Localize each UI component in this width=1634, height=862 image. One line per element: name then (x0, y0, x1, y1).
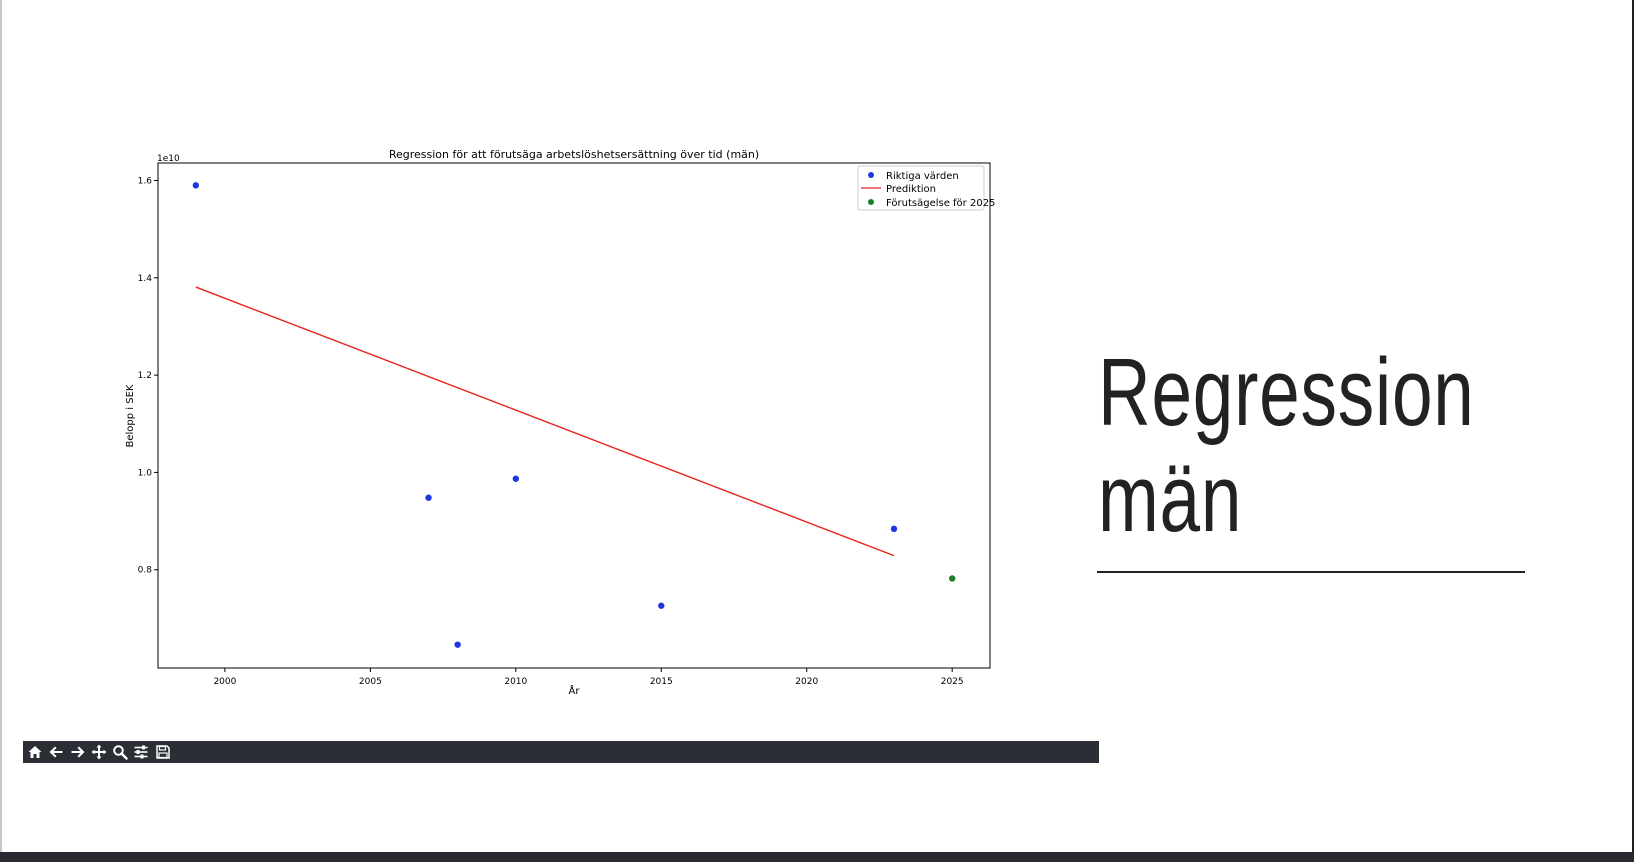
y-tick-label: 1.2 (138, 371, 152, 381)
pan-button[interactable] (89, 742, 109, 762)
y-offset-label: 1e10 (157, 154, 180, 164)
x-tick-label: 2010 (504, 677, 527, 687)
y-tick-label: 1.4 (138, 274, 153, 284)
y-axis-label: Belopp i SEK (125, 384, 136, 447)
save-floppy-icon (156, 745, 170, 759)
plot-area (157, 162, 991, 669)
y-tick-label: 1.0 (138, 468, 153, 478)
legend-label-forecast: Förutsägelse för 2025 (886, 198, 995, 209)
legend: Riktiga värden Prediktion Förutsägelse f… (857, 165, 995, 211)
legend-label-prediction: Prediktion (886, 184, 936, 195)
x-tick-label: 2020 (795, 677, 818, 687)
x-tick-label: 2025 (941, 677, 964, 687)
back-arrow-icon (49, 746, 63, 758)
legend-box (857, 165, 985, 211)
pan-move-icon (91, 744, 107, 760)
x-tick-label: 2015 (650, 677, 673, 687)
legend-marker-real (868, 172, 874, 178)
x-ticks: 2000 2005 2010 2015 2020 2025 (213, 668, 964, 687)
forward-button[interactable] (68, 742, 88, 762)
forecast-point (948, 575, 956, 582)
save-button[interactable] (153, 742, 173, 762)
x-axis-label: År (569, 684, 581, 697)
slide-title: Regression män (1098, 340, 1493, 552)
taskbar-strip (0, 852, 1634, 862)
data-point (454, 641, 461, 648)
data-point (512, 475, 520, 482)
data-point (658, 602, 665, 609)
prediction-line (195, 286, 895, 557)
back-button[interactable] (46, 742, 66, 762)
y-tick-label: 1.6 (138, 177, 153, 187)
legend-marker-forecast (868, 199, 874, 205)
data-point (890, 525, 898, 533)
configure-subplots-button[interactable] (131, 742, 151, 762)
x-tick-label: 2000 (213, 677, 236, 687)
chart-title: Regression för att förutsäga arbetslöshe… (389, 148, 759, 161)
slide-title-line-1: Regression (1098, 339, 1475, 446)
data-point (425, 494, 432, 501)
x-tick-label: 2005 (359, 677, 382, 687)
y-tick-label: 0.8 (138, 566, 153, 576)
data-point (192, 182, 200, 189)
title-underline (1097, 571, 1525, 573)
slide-title-line-2: män (1098, 445, 1243, 552)
regression-chart: Regression för att förutsäga arbetslöshe… (125, 148, 995, 697)
zoom-magnifier-icon (113, 745, 128, 760)
forward-arrow-icon (71, 746, 85, 758)
chart-marks (192, 182, 956, 648)
y-ticks: 0.8 1.0 1.2 1.4 1.6 (138, 177, 158, 576)
plot-toolbar (23, 741, 1099, 763)
home-icon (28, 746, 42, 758)
window-edge (1632, 0, 1634, 852)
home-button[interactable] (25, 742, 45, 762)
legend-label-real: Riktiga värden (886, 171, 959, 182)
configure-subplots-icon (134, 745, 148, 759)
zoom-button[interactable] (110, 742, 130, 762)
